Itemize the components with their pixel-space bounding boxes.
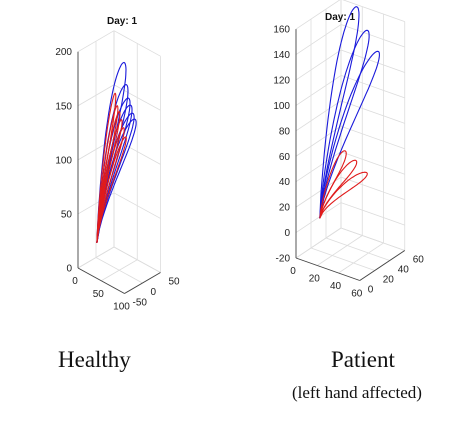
- grid-line: [340, 176, 405, 201]
- z-tick-label: 0: [284, 228, 290, 239]
- grid-line: [340, 125, 405, 150]
- y-axis: [124, 272, 161, 294]
- axes: [77, 51, 161, 294]
- y-tick-label: 0: [151, 287, 157, 298]
- z-tick-label: 100: [273, 101, 290, 112]
- x-tick-label: 100: [113, 302, 130, 313]
- grid-line: [340, 202, 405, 226]
- grid-line: [340, 151, 405, 175]
- z-tick-label: 100: [55, 155, 72, 166]
- grid-line: [295, 125, 342, 157]
- grid-line: [295, 227, 342, 259]
- x-axis: [77, 267, 125, 294]
- y-tick-label: 0: [368, 285, 374, 296]
- z-tick-label: 40: [279, 177, 291, 188]
- red-trace-loop: [96, 105, 119, 243]
- grid-line: [340, 100, 405, 124]
- blue-trace-loop: [319, 29, 370, 219]
- z-tick-label: 80: [279, 126, 291, 137]
- grid-line: [295, 49, 342, 81]
- red-trace-loop: [96, 136, 127, 243]
- chart-title: Day: 1: [325, 12, 355, 23]
- z-tick-label: -20: [276, 254, 291, 265]
- patient-subcaption: (left hand affected): [292, 383, 422, 402]
- z-tick-label: 60: [279, 152, 291, 163]
- y-tick-label: 60: [413, 255, 425, 266]
- grid-line: [338, 242, 384, 274]
- grid-line: [113, 246, 161, 273]
- z-tick-label: 120: [273, 75, 290, 86]
- blue-trace-loop: [319, 6, 360, 219]
- z-tick-label: 160: [273, 25, 290, 36]
- y-tick-label: -50: [133, 298, 148, 309]
- y-axis: [359, 250, 405, 281]
- grid-line: [295, 100, 342, 132]
- z-tick-label: 20: [279, 203, 291, 214]
- z-tick-label: 50: [61, 209, 73, 220]
- grid-line: [295, 75, 342, 106]
- z-tick-label: 140: [273, 50, 290, 61]
- grid-line: [310, 247, 375, 271]
- z-tick-label: 0: [66, 264, 72, 275]
- grid-line: [317, 235, 363, 266]
- grid-line: [340, 227, 405, 251]
- x-tick-label: 50: [93, 289, 105, 300]
- y-tick-label: 50: [169, 277, 181, 288]
- grid-line: [295, 0, 341, 30]
- x-tick-label: 0: [72, 276, 78, 287]
- grid-line: [295, 24, 342, 55]
- red-trace-loop: [319, 159, 358, 219]
- x-tick-label: 60: [351, 289, 363, 300]
- grid-line: [340, 49, 405, 73]
- x-tick-label: 20: [309, 274, 321, 285]
- grid-line: [95, 257, 143, 284]
- y-tick-label: 20: [383, 275, 395, 286]
- axes: [295, 29, 405, 281]
- y-tick-label: 40: [398, 265, 410, 276]
- x-tick-label: 40: [330, 281, 342, 292]
- red-trace-loop: [96, 127, 125, 243]
- healthy-caption: Healthy: [58, 347, 131, 372]
- blue-trace-loop: [96, 118, 137, 243]
- red-trace-loop: [319, 171, 368, 219]
- x-axis: [295, 257, 360, 281]
- chart-title: Day: 1: [107, 16, 137, 27]
- grid-line: [325, 237, 390, 261]
- grid-lines: [295, 0, 406, 281]
- blue-trace-loop: [319, 50, 380, 219]
- x-tick-label: 0: [290, 266, 296, 277]
- grid-line: [295, 202, 342, 233]
- grid-line: [340, 24, 405, 48]
- z-tick-label: 150: [55, 101, 72, 112]
- grid-line: [342, 0, 405, 22]
- patient-caption: Patient: [331, 347, 395, 372]
- z-tick-label: 200: [55, 47, 72, 58]
- grid-line: [340, 75, 405, 99]
